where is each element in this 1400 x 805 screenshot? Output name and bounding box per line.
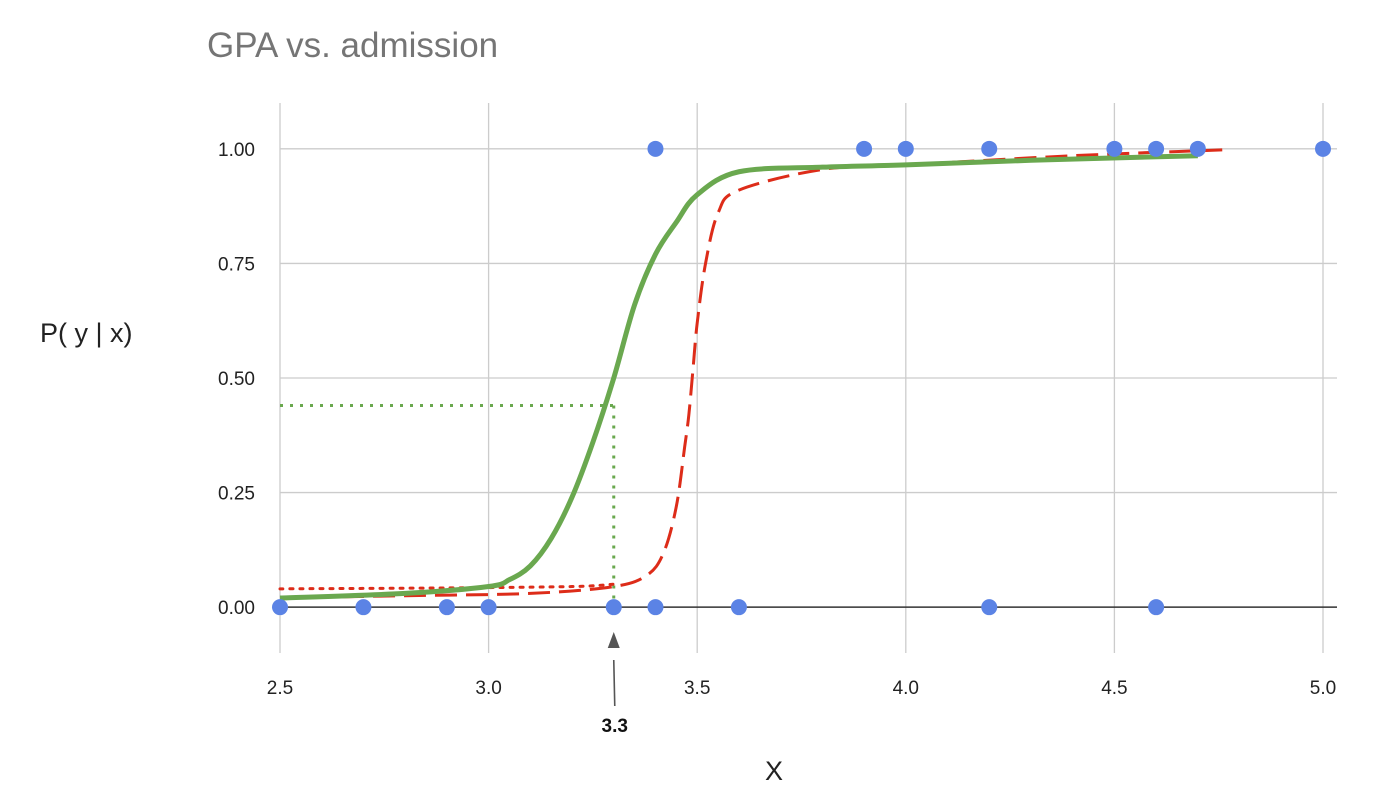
- x-tick-label: 4.5: [1101, 678, 1127, 699]
- data-point: [730, 599, 747, 616]
- data-point: [981, 599, 998, 616]
- data-point: [438, 599, 455, 616]
- x-tick-label: 4.0: [893, 678, 919, 699]
- annotation-arrow-line: [612, 659, 616, 707]
- data-point: [647, 140, 664, 157]
- y-tick-label: 0.50: [218, 369, 255, 390]
- x-tick-label: 5.0: [1310, 678, 1336, 699]
- annotation-label: 3.3: [602, 716, 628, 737]
- x-tick-label: 3.5: [684, 678, 710, 699]
- data-point: [1148, 599, 1165, 616]
- chart-title: GPA vs. admission: [207, 26, 498, 65]
- data-point: [480, 599, 497, 616]
- tick-labels: 2.5 3.0 3.5 4.0 4.5 5.0 0.00 0.25 0.50 0.75 1.00: [218, 140, 1336, 699]
- annotation-arrow-head: [607, 632, 620, 648]
- data-points: [272, 140, 1331, 616]
- data-point: [856, 140, 873, 157]
- series-curves: [278, 148, 1228, 601]
- y-tick-label: 0.25: [218, 484, 255, 505]
- data-point: [647, 599, 664, 616]
- red-dotted-curve: [278, 582, 616, 591]
- red-dashed-curve: [279, 148, 1228, 600]
- y-tick-label: 1.00: [218, 140, 255, 161]
- y-tick-label: 0.75: [218, 254, 255, 275]
- grid-lines: [279, 103, 1337, 653]
- data-point: [1189, 140, 1206, 157]
- reference-lines: [280, 404, 616, 608]
- data-point: [1315, 140, 1331, 157]
- data-point: [897, 140, 914, 157]
- x-tick-label: 3.0: [475, 678, 501, 699]
- data-point: [1106, 140, 1123, 157]
- data-point: [1148, 140, 1165, 157]
- data-point: [605, 599, 622, 616]
- green-fit-curve: [279, 153, 1198, 601]
- data-point: [355, 599, 372, 616]
- y-axis-title: P( y | x): [40, 318, 133, 348]
- y-tick-label: 0.00: [218, 598, 255, 619]
- annotation: 3.3: [602, 632, 628, 737]
- data-point: [981, 140, 998, 157]
- data-point: [272, 599, 288, 616]
- x-axis-title: X: [765, 756, 783, 786]
- x-tick-label: 2.5: [267, 678, 293, 699]
